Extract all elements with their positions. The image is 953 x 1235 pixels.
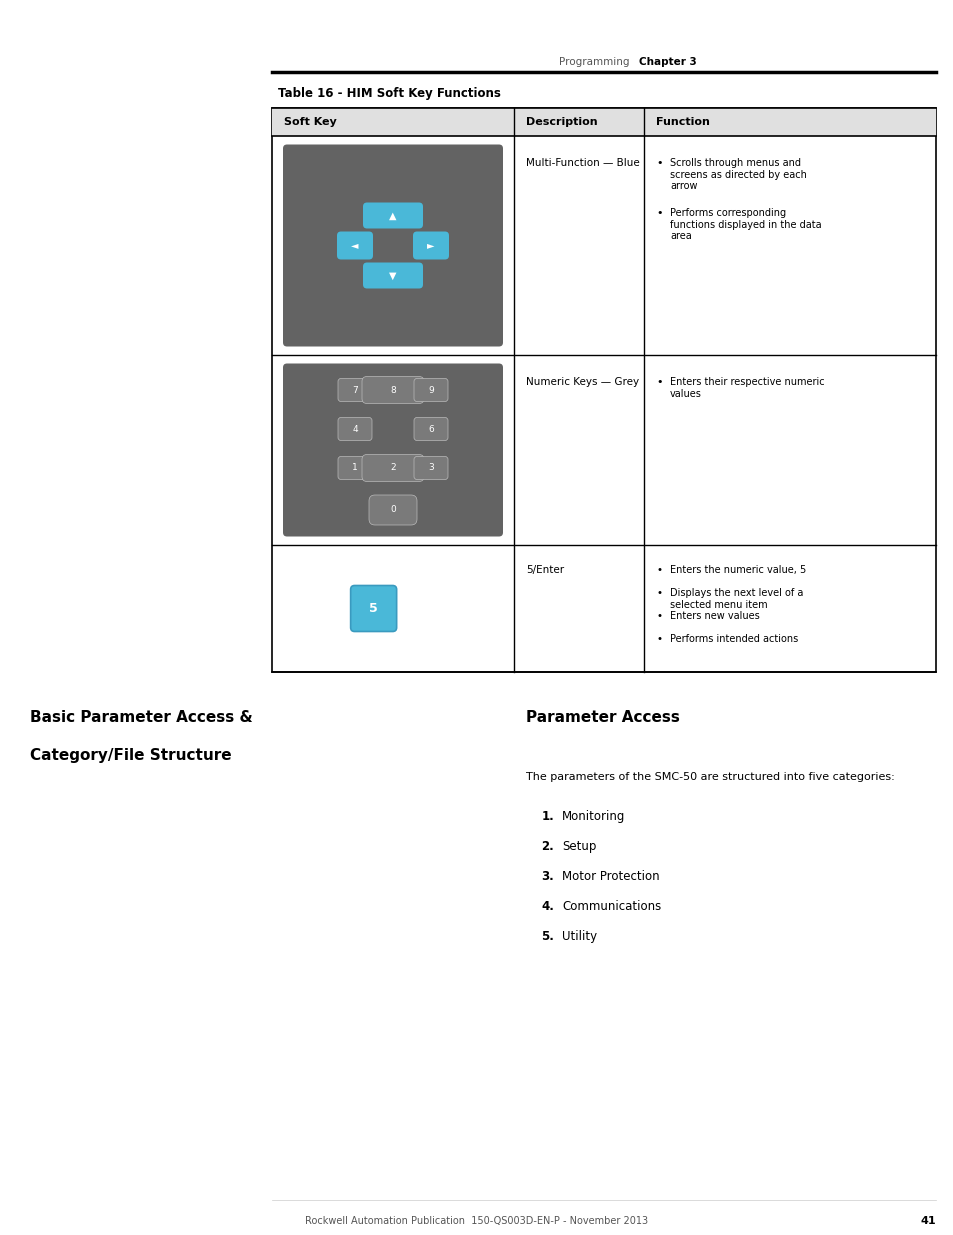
Text: •: • [656, 588, 661, 598]
Text: 2.: 2. [540, 840, 554, 853]
FancyBboxPatch shape [283, 363, 502, 536]
Text: 41: 41 [920, 1216, 935, 1226]
FancyBboxPatch shape [272, 107, 935, 672]
Text: ►: ► [427, 241, 435, 251]
Text: Displays the next level of a
selected menu item: Displays the next level of a selected me… [669, 588, 802, 610]
Text: •: • [656, 634, 661, 643]
Text: Setup: Setup [561, 840, 596, 853]
Text: Utility: Utility [561, 930, 597, 944]
FancyBboxPatch shape [272, 107, 935, 136]
FancyBboxPatch shape [337, 417, 372, 441]
Text: Performs intended actions: Performs intended actions [669, 634, 798, 643]
Text: Programming: Programming [558, 57, 629, 67]
Text: Basic Parameter Access &: Basic Parameter Access & [30, 710, 253, 725]
Text: Multi-Function — Blue: Multi-Function — Blue [525, 158, 639, 168]
Text: 7: 7 [352, 385, 357, 394]
Text: Table 16 - HIM Soft Key Functions: Table 16 - HIM Soft Key Functions [277, 86, 500, 100]
FancyBboxPatch shape [361, 454, 423, 482]
Text: 5: 5 [369, 601, 377, 615]
Text: Rockwell Automation Publication  150-QS003D-EN-P - November 2013: Rockwell Automation Publication 150-QS00… [305, 1216, 648, 1226]
Text: ▲: ▲ [389, 210, 396, 221]
Text: Enters their respective numeric
values: Enters their respective numeric values [669, 377, 823, 399]
Text: 8: 8 [390, 385, 395, 394]
Text: •: • [656, 158, 661, 168]
FancyBboxPatch shape [413, 231, 449, 259]
Text: 4: 4 [352, 425, 357, 433]
FancyBboxPatch shape [369, 495, 416, 525]
Text: 9: 9 [428, 385, 434, 394]
Text: Scrolls through menus and
screens as directed by each
arrow: Scrolls through menus and screens as dir… [669, 158, 806, 191]
Text: 4.: 4. [540, 900, 554, 913]
FancyBboxPatch shape [414, 457, 448, 479]
Text: •: • [656, 207, 661, 219]
Text: Performs corresponding
functions displayed in the data
area: Performs corresponding functions display… [669, 207, 821, 241]
Text: Category/File Structure: Category/File Structure [30, 748, 232, 763]
Text: •: • [656, 564, 661, 576]
Text: 5/Enter: 5/Enter [525, 564, 563, 576]
Text: •: • [656, 377, 661, 387]
Text: Enters the numeric value, 5: Enters the numeric value, 5 [669, 564, 805, 576]
Text: Description: Description [525, 117, 597, 127]
FancyBboxPatch shape [337, 378, 372, 401]
Text: Parameter Access: Parameter Access [525, 710, 679, 725]
Text: Monitoring: Monitoring [561, 810, 625, 823]
Text: 5.: 5. [540, 930, 554, 944]
Text: 3.: 3. [540, 869, 554, 883]
FancyBboxPatch shape [361, 377, 423, 404]
FancyBboxPatch shape [283, 144, 502, 347]
Text: 2: 2 [390, 463, 395, 473]
Text: Chapter 3: Chapter 3 [639, 57, 697, 67]
Text: The parameters of the SMC-50 are structured into five categories:: The parameters of the SMC-50 are structu… [525, 772, 894, 782]
Text: Function: Function [656, 117, 709, 127]
Text: ▼: ▼ [389, 270, 396, 280]
Text: ◄: ◄ [351, 241, 358, 251]
Text: Numeric Keys — Grey: Numeric Keys — Grey [525, 377, 639, 387]
FancyBboxPatch shape [336, 231, 373, 259]
Text: 1.: 1. [540, 810, 554, 823]
Text: Soft Key: Soft Key [284, 117, 336, 127]
Text: 6: 6 [428, 425, 434, 433]
Text: Motor Protection: Motor Protection [561, 869, 659, 883]
Text: •: • [656, 611, 661, 621]
Text: 0: 0 [390, 505, 395, 515]
Text: 1: 1 [352, 463, 357, 473]
Text: 3: 3 [428, 463, 434, 473]
FancyBboxPatch shape [363, 203, 422, 228]
FancyBboxPatch shape [337, 457, 372, 479]
FancyBboxPatch shape [414, 417, 448, 441]
FancyBboxPatch shape [414, 378, 448, 401]
FancyBboxPatch shape [363, 263, 422, 289]
FancyBboxPatch shape [351, 585, 396, 631]
Text: Communications: Communications [561, 900, 660, 913]
Text: Enters new values: Enters new values [669, 611, 759, 621]
